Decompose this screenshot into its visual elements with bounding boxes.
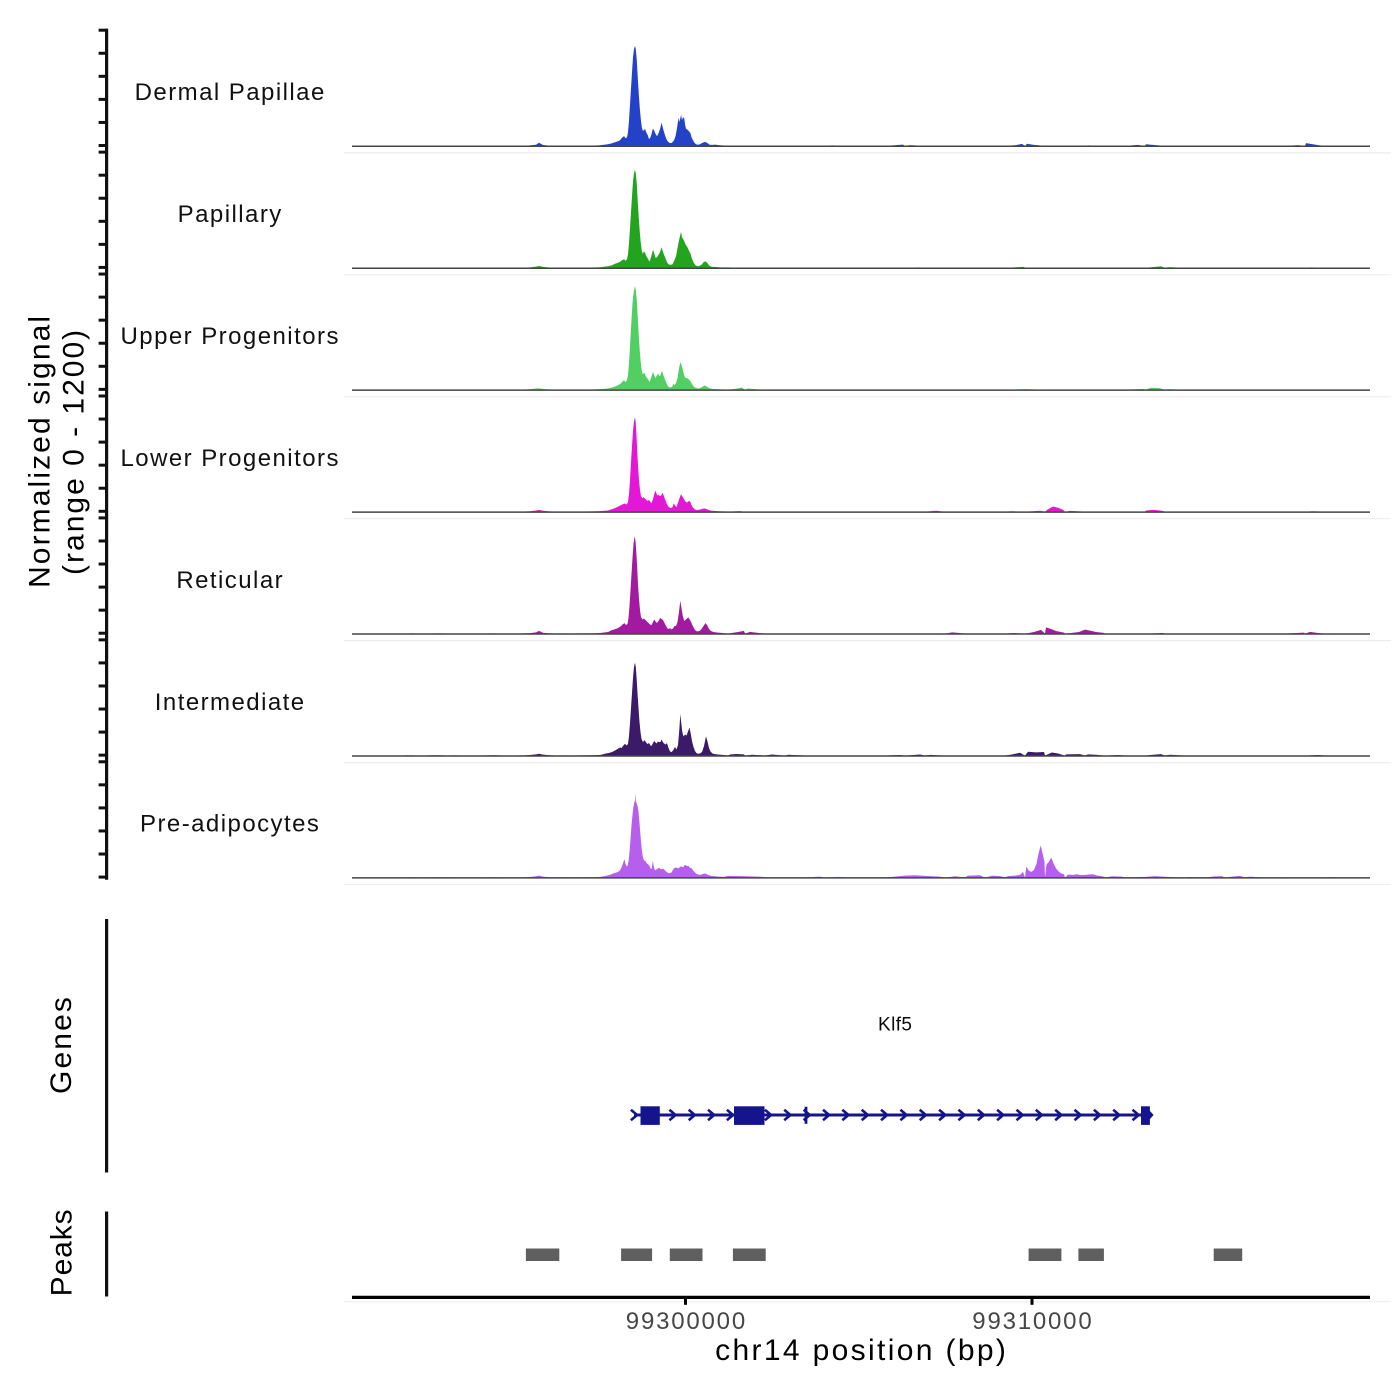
svg-text:Intermediate: Intermediate bbox=[155, 689, 306, 716]
svg-text:99310000: 99310000 bbox=[972, 1308, 1093, 1335]
svg-text:(range 0 - 1200): (range 0 - 1200) bbox=[57, 328, 90, 575]
svg-text:Dermal Papillae: Dermal Papillae bbox=[135, 79, 326, 106]
svg-text:99300000: 99300000 bbox=[626, 1308, 747, 1335]
svg-text:Genes: Genes bbox=[45, 995, 78, 1094]
svg-text:Lower Progenitors: Lower Progenitors bbox=[120, 445, 339, 472]
svg-text:Upper Progenitors: Upper Progenitors bbox=[120, 323, 339, 350]
svg-text:Normalized signal: Normalized signal bbox=[24, 314, 57, 588]
svg-text:chr14 position (bp): chr14 position (bp) bbox=[715, 1334, 1008, 1367]
svg-text:Papillary: Papillary bbox=[178, 201, 283, 228]
svg-text:Reticular: Reticular bbox=[176, 567, 284, 594]
svg-text:Klf5: Klf5 bbox=[878, 1014, 912, 1035]
svg-text:Pre-adipocytes: Pre-adipocytes bbox=[140, 811, 320, 838]
svg-text:Peaks: Peaks bbox=[46, 1208, 79, 1296]
